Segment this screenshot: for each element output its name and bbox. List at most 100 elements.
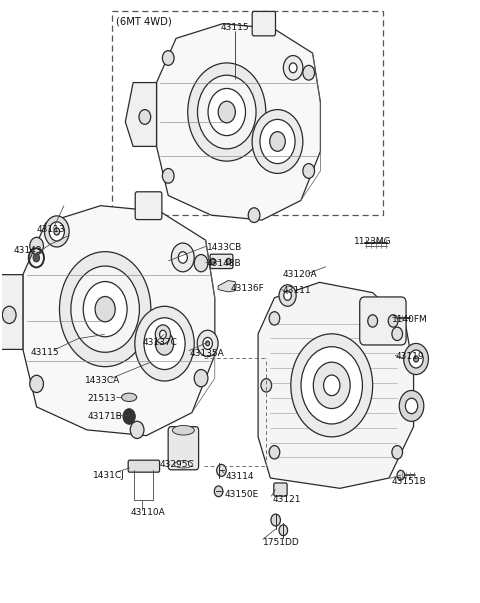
Polygon shape bbox=[125, 83, 156, 147]
Circle shape bbox=[409, 350, 423, 368]
Circle shape bbox=[162, 168, 174, 183]
Text: 1431CJ: 1431CJ bbox=[93, 471, 124, 479]
Circle shape bbox=[162, 51, 174, 65]
Circle shape bbox=[45, 216, 69, 247]
Circle shape bbox=[95, 297, 115, 322]
Circle shape bbox=[261, 379, 272, 392]
Circle shape bbox=[303, 163, 314, 178]
Circle shape bbox=[139, 110, 151, 124]
Text: 43150E: 43150E bbox=[224, 490, 259, 499]
Text: 1433CB: 1433CB bbox=[207, 243, 242, 252]
Circle shape bbox=[49, 222, 64, 241]
Circle shape bbox=[269, 312, 280, 325]
Circle shape bbox=[171, 243, 194, 272]
Circle shape bbox=[135, 306, 194, 381]
Circle shape bbox=[291, 334, 372, 437]
Circle shape bbox=[197, 75, 256, 149]
Circle shape bbox=[301, 347, 362, 424]
Circle shape bbox=[178, 251, 187, 263]
Text: 43136F: 43136F bbox=[230, 284, 264, 293]
Circle shape bbox=[397, 470, 405, 480]
Text: 43148B: 43148B bbox=[207, 259, 241, 268]
FancyBboxPatch shape bbox=[274, 483, 287, 496]
Circle shape bbox=[279, 285, 296, 306]
Text: 43111: 43111 bbox=[283, 286, 312, 295]
Circle shape bbox=[130, 421, 144, 438]
Circle shape bbox=[406, 398, 418, 414]
Circle shape bbox=[388, 315, 398, 327]
Circle shape bbox=[226, 258, 231, 264]
Text: 43110A: 43110A bbox=[131, 508, 165, 517]
Text: 21513: 21513 bbox=[88, 394, 116, 403]
Circle shape bbox=[289, 63, 297, 73]
Text: 1433CA: 1433CA bbox=[85, 376, 120, 385]
Text: 43113: 43113 bbox=[36, 225, 65, 234]
FancyBboxPatch shape bbox=[128, 460, 159, 472]
Text: 43135A: 43135A bbox=[190, 349, 225, 358]
Text: 43120A: 43120A bbox=[283, 270, 317, 279]
Text: (6MT 4WD): (6MT 4WD) bbox=[116, 17, 172, 27]
Bar bbox=[111, 11, 383, 215]
Text: 43171B: 43171B bbox=[88, 412, 122, 421]
Circle shape bbox=[33, 254, 40, 262]
Polygon shape bbox=[23, 206, 215, 435]
Circle shape bbox=[216, 464, 226, 476]
Circle shape bbox=[30, 375, 44, 393]
Polygon shape bbox=[0, 275, 23, 349]
Text: 43115: 43115 bbox=[221, 23, 250, 32]
Circle shape bbox=[127, 395, 131, 400]
Circle shape bbox=[260, 119, 295, 163]
Text: 1123MG: 1123MG bbox=[354, 237, 392, 246]
Polygon shape bbox=[218, 280, 236, 292]
Circle shape bbox=[269, 446, 280, 459]
Text: 43121: 43121 bbox=[272, 494, 301, 504]
Circle shape bbox=[324, 375, 340, 396]
Circle shape bbox=[284, 291, 291, 300]
Circle shape bbox=[208, 89, 245, 136]
FancyBboxPatch shape bbox=[135, 192, 162, 219]
Circle shape bbox=[197, 330, 218, 356]
Circle shape bbox=[303, 65, 314, 80]
FancyBboxPatch shape bbox=[360, 297, 406, 345]
Circle shape bbox=[188, 63, 266, 161]
Circle shape bbox=[414, 356, 419, 362]
Ellipse shape bbox=[121, 393, 137, 402]
Circle shape bbox=[392, 327, 403, 341]
Circle shape bbox=[156, 332, 174, 355]
Circle shape bbox=[218, 101, 235, 123]
Text: 43119: 43119 bbox=[395, 352, 424, 361]
Circle shape bbox=[279, 525, 288, 535]
Circle shape bbox=[270, 131, 285, 151]
Circle shape bbox=[399, 391, 424, 421]
Circle shape bbox=[159, 330, 166, 339]
Text: 1751DD: 1751DD bbox=[263, 538, 300, 547]
Circle shape bbox=[54, 228, 60, 235]
FancyBboxPatch shape bbox=[168, 427, 199, 470]
Text: 43143: 43143 bbox=[14, 246, 42, 255]
Text: 43114: 43114 bbox=[226, 472, 254, 481]
Circle shape bbox=[203, 338, 213, 349]
Circle shape bbox=[60, 251, 151, 367]
FancyBboxPatch shape bbox=[210, 254, 233, 268]
Circle shape bbox=[156, 325, 170, 344]
Circle shape bbox=[144, 318, 185, 370]
Ellipse shape bbox=[174, 461, 192, 468]
Circle shape bbox=[206, 341, 210, 346]
Circle shape bbox=[313, 362, 350, 408]
Ellipse shape bbox=[172, 426, 194, 435]
Text: 43295C: 43295C bbox=[159, 460, 194, 469]
Circle shape bbox=[211, 258, 215, 264]
Circle shape bbox=[2, 306, 16, 324]
Circle shape bbox=[283, 55, 303, 80]
Text: 43115: 43115 bbox=[31, 348, 59, 357]
Circle shape bbox=[123, 409, 135, 425]
Circle shape bbox=[404, 344, 429, 374]
Circle shape bbox=[252, 110, 303, 174]
Polygon shape bbox=[156, 24, 321, 220]
Circle shape bbox=[392, 446, 403, 459]
Circle shape bbox=[194, 254, 208, 272]
Text: 43151B: 43151B bbox=[391, 476, 426, 485]
Circle shape bbox=[194, 370, 208, 387]
Circle shape bbox=[30, 238, 44, 254]
Circle shape bbox=[71, 266, 139, 352]
